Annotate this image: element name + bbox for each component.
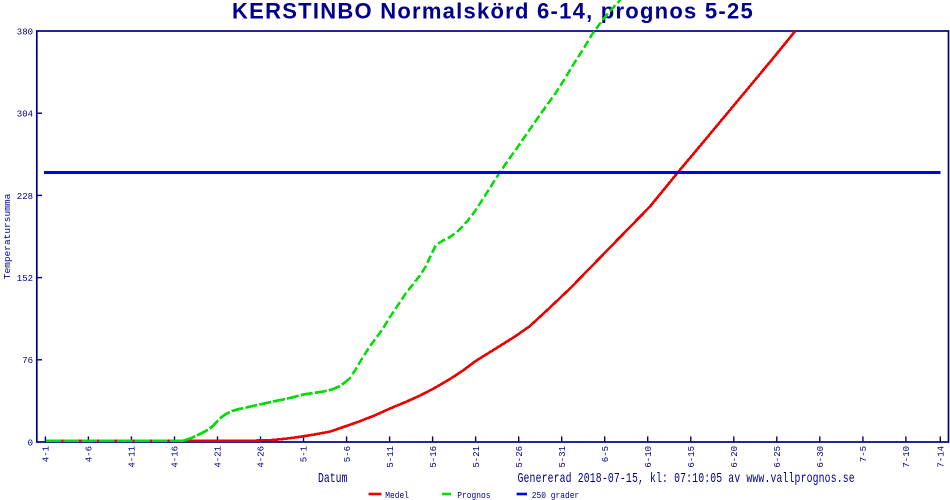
svg-text:Temperatursumma: Temperatursumma	[2, 193, 13, 279]
svg-text:5-1: 5-1	[300, 446, 310, 462]
svg-text:5-31: 5-31	[558, 446, 568, 468]
svg-text:Datum: Datum	[318, 470, 347, 486]
svg-text:6-15: 6-15	[687, 446, 697, 468]
svg-text:6-5: 6-5	[601, 446, 611, 462]
svg-text:6-10: 6-10	[644, 446, 654, 468]
svg-text:4-16: 4-16	[171, 446, 181, 468]
svg-text:KERSTINBO Normalskörd 6-14, pr: KERSTINBO Normalskörd 6-14, prognos 5-25	[232, 0, 754, 24]
svg-text:4-11: 4-11	[128, 446, 138, 468]
svg-text:6-30: 6-30	[816, 446, 826, 468]
svg-text:5-11: 5-11	[386, 446, 396, 468]
svg-text:5-16: 5-16	[429, 446, 439, 468]
svg-text:5-21: 5-21	[472, 446, 482, 468]
svg-text:Prognos: Prognos	[457, 490, 490, 500]
svg-text:6-20: 6-20	[730, 446, 740, 468]
svg-text:5-6: 5-6	[343, 446, 353, 462]
svg-text:7-5: 7-5	[859, 446, 869, 462]
svg-text:6-25: 6-25	[773, 446, 783, 468]
svg-text:380: 380	[17, 27, 33, 37]
svg-text:250 grader: 250 grader	[532, 490, 579, 500]
svg-text:304: 304	[17, 110, 33, 120]
svg-text:4-6: 4-6	[85, 446, 95, 462]
svg-text:76: 76	[22, 356, 33, 366]
svg-text:7-10: 7-10	[902, 446, 912, 468]
svg-text:152: 152	[17, 274, 33, 284]
svg-text:7-14: 7-14	[937, 446, 947, 468]
svg-text:4-26: 4-26	[257, 446, 267, 468]
svg-text:0: 0	[28, 438, 33, 448]
svg-text:4-1: 4-1	[42, 446, 52, 462]
svg-text:4-21: 4-21	[214, 446, 224, 468]
svg-text:5-26: 5-26	[515, 446, 525, 468]
svg-text:Medel: Medel	[385, 490, 409, 500]
svg-text:Genererad 2018-07-15, kl: 07:1: Genererad 2018-07-15, kl: 07:10:05 av ww…	[518, 470, 855, 486]
svg-text:228: 228	[17, 192, 33, 202]
